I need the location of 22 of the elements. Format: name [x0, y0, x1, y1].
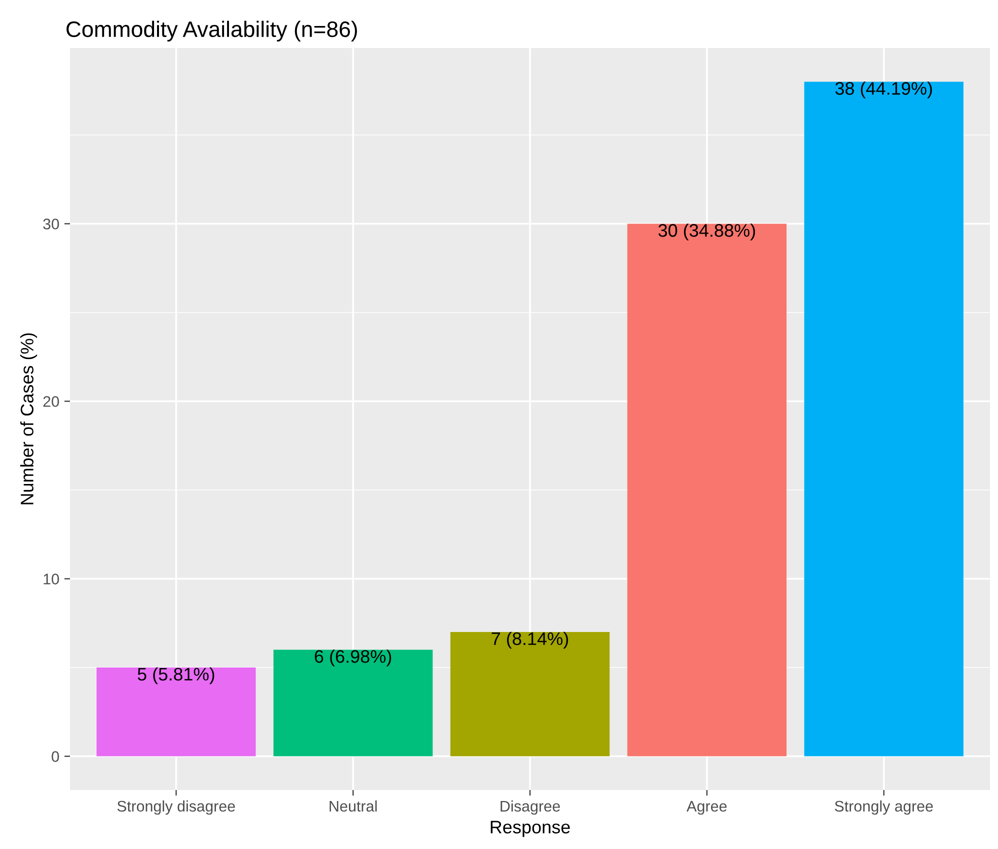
y-axis-title: Number of Cases (%)	[20, 333, 38, 504]
bar	[96, 668, 256, 756]
data-label: 30 (34.88%)	[658, 224, 755, 240]
x-tick-label: Agree	[686, 800, 727, 815]
x-tick-label: Disagree	[500, 800, 560, 815]
x-tick-label: Strongly disagree	[117, 800, 235, 815]
y-tick-label: 10	[44, 574, 59, 584]
data-label: 38 (44.19%)	[835, 82, 932, 98]
x-axis-title: Response	[490, 820, 570, 838]
data-label: 5 (5.81%)	[138, 667, 214, 684]
data-label: 6 (6.98%)	[314, 650, 392, 666]
bar	[627, 224, 787, 756]
bar	[273, 650, 433, 756]
bar	[804, 82, 964, 756]
y-tick-label: 20	[43, 396, 59, 407]
bar	[450, 632, 610, 756]
x-tick-label: Neutral	[330, 800, 377, 812]
chart-title: Commodity Availability (n=86)	[66, 20, 357, 42]
y-tick-label: 0	[52, 751, 59, 762]
data-label: 7 (8.14%)	[492, 632, 568, 649]
x-tick-label: Strongly agree	[834, 800, 933, 815]
y-tick-label: 30	[43, 218, 59, 230]
